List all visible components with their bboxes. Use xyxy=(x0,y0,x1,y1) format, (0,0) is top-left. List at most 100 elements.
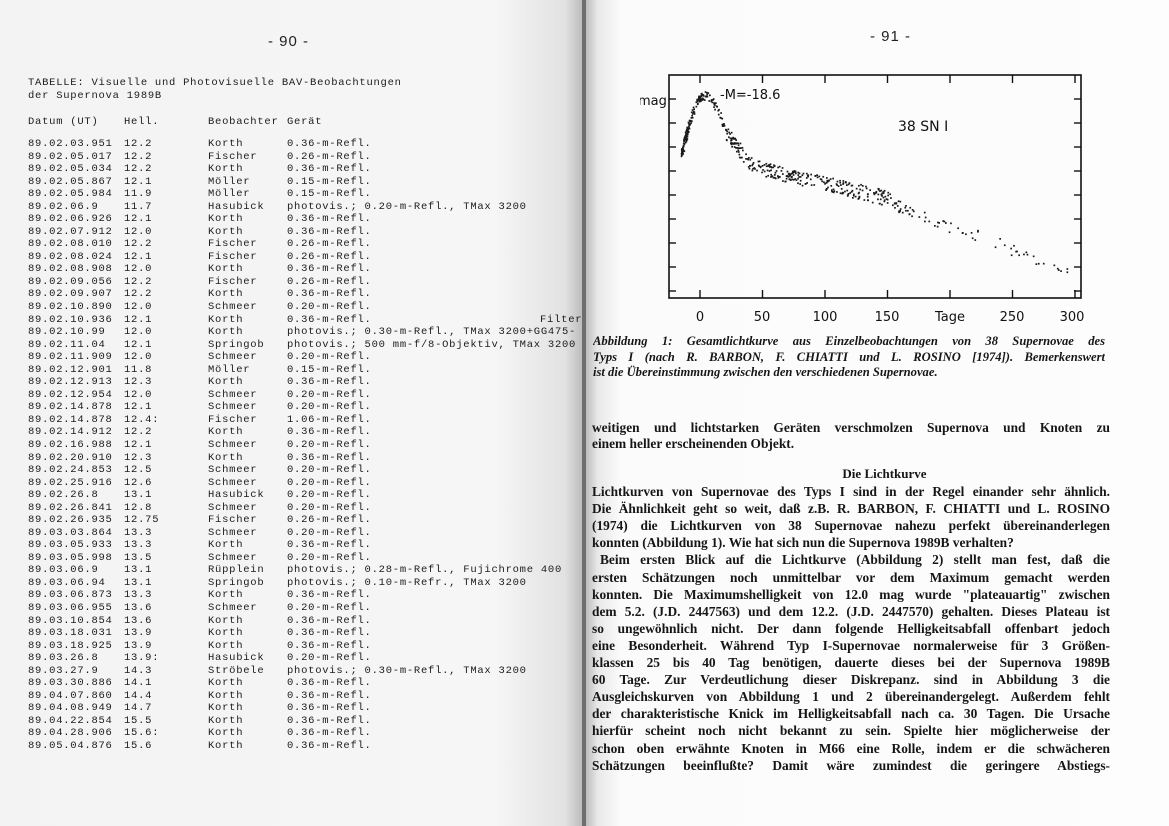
data-point xyxy=(798,176,800,178)
data-point xyxy=(899,200,902,203)
data-point xyxy=(928,220,931,223)
table-row: 89.02.14.878 12.4: Fischer 1.06-m-Refl. xyxy=(0,414,582,427)
cell-beobachter: Korth xyxy=(208,313,244,326)
data-point xyxy=(854,195,857,198)
data-point xyxy=(1023,253,1025,256)
data-point xyxy=(873,192,875,194)
data-point xyxy=(791,176,793,178)
text-line: klassen 25 bis 40 Tag benötigen, dauerte… xyxy=(592,655,1110,670)
data-point xyxy=(879,198,882,201)
cell-beobachter: Korth xyxy=(208,727,244,740)
cell-datum: 89.03.30.886 xyxy=(28,677,113,690)
data-point xyxy=(768,164,771,167)
data-point xyxy=(702,98,705,101)
data-point xyxy=(757,160,760,163)
table-row: 89.02.26.935 12.75 Fischer 0.26-m-Refl. xyxy=(0,514,582,527)
cell-geraet: 0.36-m-Refl. xyxy=(287,539,372,552)
data-point xyxy=(723,123,725,125)
data-point xyxy=(831,190,833,193)
data-point xyxy=(924,216,927,219)
data-point xyxy=(770,166,772,168)
data-point xyxy=(852,197,854,199)
data-point xyxy=(823,181,825,184)
data-point xyxy=(735,142,737,145)
data-point xyxy=(687,129,689,131)
data-point xyxy=(886,202,889,204)
table-row: 89.02.26.841 12.8 Schmeer 0.20-m-Refl. xyxy=(0,502,582,515)
table-row: 89.02.05.034 12.2 Korth 0.36-m-Refl. xyxy=(0,163,582,176)
data-point xyxy=(840,188,843,190)
data-point xyxy=(842,183,844,185)
left-page: - 90 - TABELLE: Visuelle und Photovisuel… xyxy=(0,0,582,826)
text-line: 60 Tage. Zur Verdeutlichung dieser Diskr… xyxy=(592,672,1110,688)
cell-beobachter: Korth xyxy=(208,614,244,627)
data-point xyxy=(684,141,687,144)
cell-hell: 13.9: xyxy=(124,652,160,665)
cell-beobachter: Rüpplein xyxy=(208,564,265,577)
data-point xyxy=(1060,270,1062,272)
cell-beobachter: Korth xyxy=(208,689,244,702)
data-point xyxy=(738,153,741,156)
data-point xyxy=(682,150,684,153)
cell-hell: 12.1 xyxy=(124,438,153,451)
data-point xyxy=(720,112,722,114)
cell-hell: 12.0 xyxy=(124,326,153,339)
cell-beobachter: Hasubick xyxy=(208,200,265,213)
data-point xyxy=(1042,262,1045,265)
cell-hell: 11.9 xyxy=(124,188,153,201)
data-point xyxy=(735,139,737,141)
data-point xyxy=(721,117,724,120)
data-point xyxy=(711,101,714,104)
cell-geraet: 0.36-m-Refl. xyxy=(287,376,372,389)
data-point xyxy=(737,144,740,147)
data-point xyxy=(762,169,764,171)
data-point xyxy=(1010,247,1012,250)
data-point xyxy=(880,193,883,196)
data-point xyxy=(847,193,850,195)
data-point xyxy=(780,170,783,172)
table-row: 89.02.08.010 12.2 Fischer 0.26-m-Refl. xyxy=(0,238,582,251)
data-point xyxy=(730,139,732,142)
cell-datum: 89.03.03.864 xyxy=(28,526,113,539)
table-row: 89.02.10.936 12.1 Korth 0.36-m-Refl. Filter xyxy=(0,314,582,327)
data-point xyxy=(751,164,753,167)
table-row: 89.02.08.024 12.1 Fischer 0.26-m-Refl. xyxy=(0,251,582,264)
data-point xyxy=(699,98,701,101)
cell-beobachter: Korth xyxy=(208,288,244,301)
cell-beobachter: Schmeer xyxy=(208,388,258,401)
cell-geraet: 0.36-m-Refl. xyxy=(287,739,372,752)
data-point xyxy=(701,92,703,95)
data-point xyxy=(791,172,794,175)
data-point xyxy=(860,183,862,186)
data-point xyxy=(742,161,745,163)
cell-beobachter: Korth xyxy=(208,326,244,339)
data-point xyxy=(712,98,715,100)
data-point xyxy=(858,191,860,194)
data-point xyxy=(681,152,684,154)
data-point xyxy=(682,147,684,149)
cell-hell: 12.0 xyxy=(124,225,153,238)
data-point xyxy=(686,135,689,138)
cell-beobachter: Korth xyxy=(208,639,244,652)
cell-datum: 89.03.18.925 xyxy=(28,639,113,652)
data-point xyxy=(742,149,744,152)
data-point xyxy=(696,98,698,101)
data-point xyxy=(897,200,900,203)
data-point xyxy=(786,175,788,177)
table-row: 89.03.05.933 13.3 Korth 0.36-m-Refl. xyxy=(0,539,582,552)
table-row: 89.03.06.873 13.3 Korth 0.36-m-Refl. xyxy=(0,589,582,602)
cell-hell: 13.9 xyxy=(124,639,153,652)
data-point xyxy=(782,180,784,182)
cell-beobachter: Korth xyxy=(208,263,244,276)
data-point xyxy=(883,189,886,192)
data-point xyxy=(816,176,819,179)
table-row: 89.03.06.94 13.1 Springob photovis.; 0.10-m… xyxy=(0,577,582,590)
table-header: Datum (UT) Hell. Beobachter Gerät xyxy=(0,116,582,129)
cell-beobachter: Fischer xyxy=(208,514,258,527)
data-point xyxy=(693,111,696,114)
data-point xyxy=(683,138,685,141)
cell-beobachter: Hasubick xyxy=(208,652,265,665)
data-point xyxy=(846,184,848,186)
cell-datum: 89.03.06.873 xyxy=(28,589,113,602)
data-point xyxy=(818,175,821,178)
